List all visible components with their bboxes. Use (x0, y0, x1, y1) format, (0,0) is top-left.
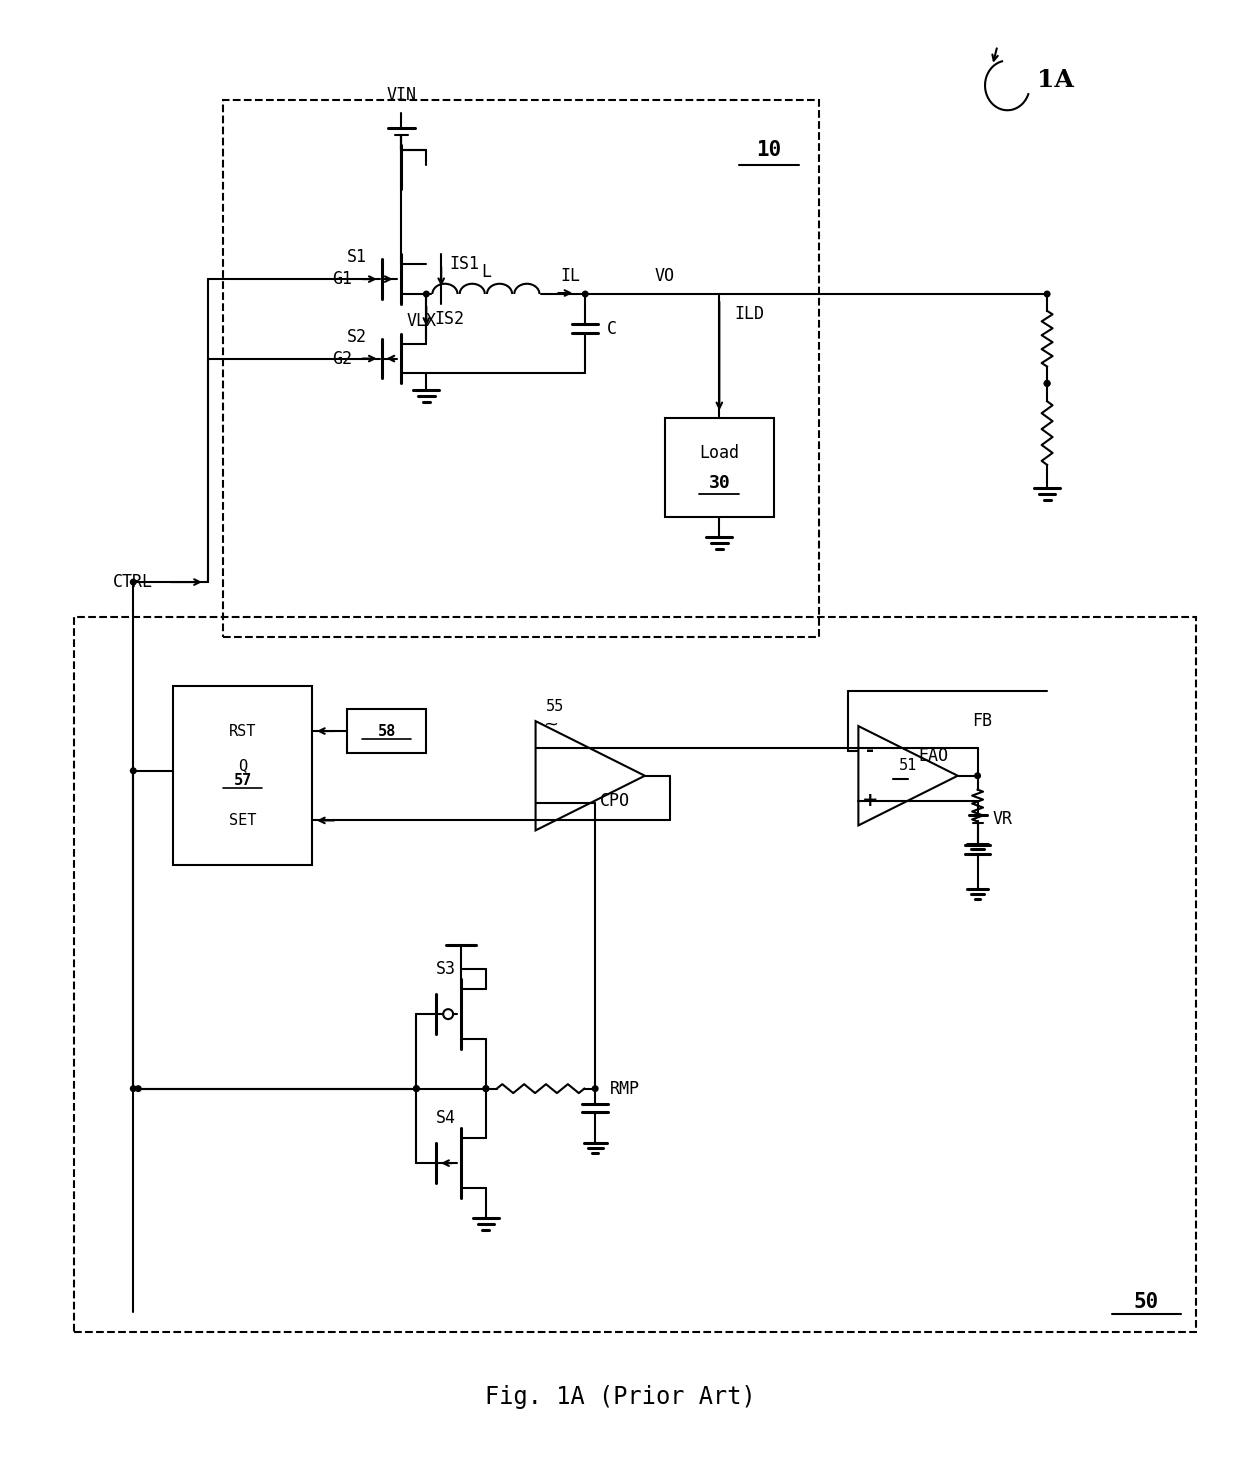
Text: Fig. 1A (Prior Art): Fig. 1A (Prior Art) (485, 1384, 755, 1408)
Circle shape (1044, 381, 1050, 387)
Text: VLX: VLX (407, 311, 436, 329)
Text: EAO: EAO (918, 747, 947, 765)
Text: IL: IL (560, 267, 580, 285)
Circle shape (484, 1086, 489, 1091)
Bar (174, 686, 312, 865)
Circle shape (130, 579, 136, 584)
Text: C: C (608, 320, 618, 338)
Text: 50: 50 (1133, 1292, 1159, 1312)
Text: FB: FB (972, 711, 992, 731)
Text: CPO: CPO (600, 791, 630, 809)
Text: VO: VO (655, 267, 675, 285)
Bar (347, 708, 427, 753)
Text: RMP: RMP (610, 1079, 640, 1098)
Text: VR: VR (992, 810, 1013, 828)
Circle shape (135, 1086, 141, 1091)
Text: G2: G2 (332, 350, 352, 368)
Text: Q: Q (238, 759, 247, 773)
Text: S4: S4 (436, 1110, 456, 1128)
Text: S2: S2 (347, 328, 367, 345)
Text: CTRL: CTRL (113, 573, 154, 590)
Circle shape (414, 1086, 419, 1091)
Bar (73, 617, 1197, 1331)
Text: 30: 30 (708, 474, 730, 492)
Circle shape (424, 291, 429, 297)
Text: 57: 57 (233, 773, 252, 788)
Text: SET: SET (229, 813, 257, 828)
Text: 1A: 1A (1037, 68, 1074, 93)
Text: 55: 55 (546, 698, 564, 714)
Text: RST: RST (229, 723, 257, 738)
Text: S1: S1 (347, 248, 367, 266)
Circle shape (1044, 291, 1050, 297)
Bar (223, 100, 818, 636)
Circle shape (593, 1086, 598, 1091)
Text: G1: G1 (332, 270, 352, 288)
Text: IS1: IS1 (449, 255, 479, 273)
Circle shape (130, 1086, 136, 1091)
Text: +: + (862, 791, 879, 810)
Text: IS2: IS2 (434, 310, 464, 328)
Text: 10: 10 (756, 140, 781, 159)
Circle shape (583, 291, 588, 297)
Text: 51: 51 (899, 759, 918, 773)
Circle shape (975, 773, 981, 778)
Text: Load: Load (699, 444, 739, 462)
Text: ~: ~ (543, 714, 558, 734)
Circle shape (1044, 381, 1050, 387)
Circle shape (414, 1086, 419, 1091)
Text: VIN: VIN (387, 87, 417, 105)
Bar (665, 418, 774, 518)
Circle shape (484, 1086, 489, 1091)
Text: L: L (481, 263, 491, 280)
Text: S3: S3 (436, 961, 456, 979)
Circle shape (130, 768, 136, 773)
Text: ILD: ILD (734, 306, 764, 323)
Text: -: - (867, 741, 874, 760)
Text: 58: 58 (377, 723, 396, 738)
